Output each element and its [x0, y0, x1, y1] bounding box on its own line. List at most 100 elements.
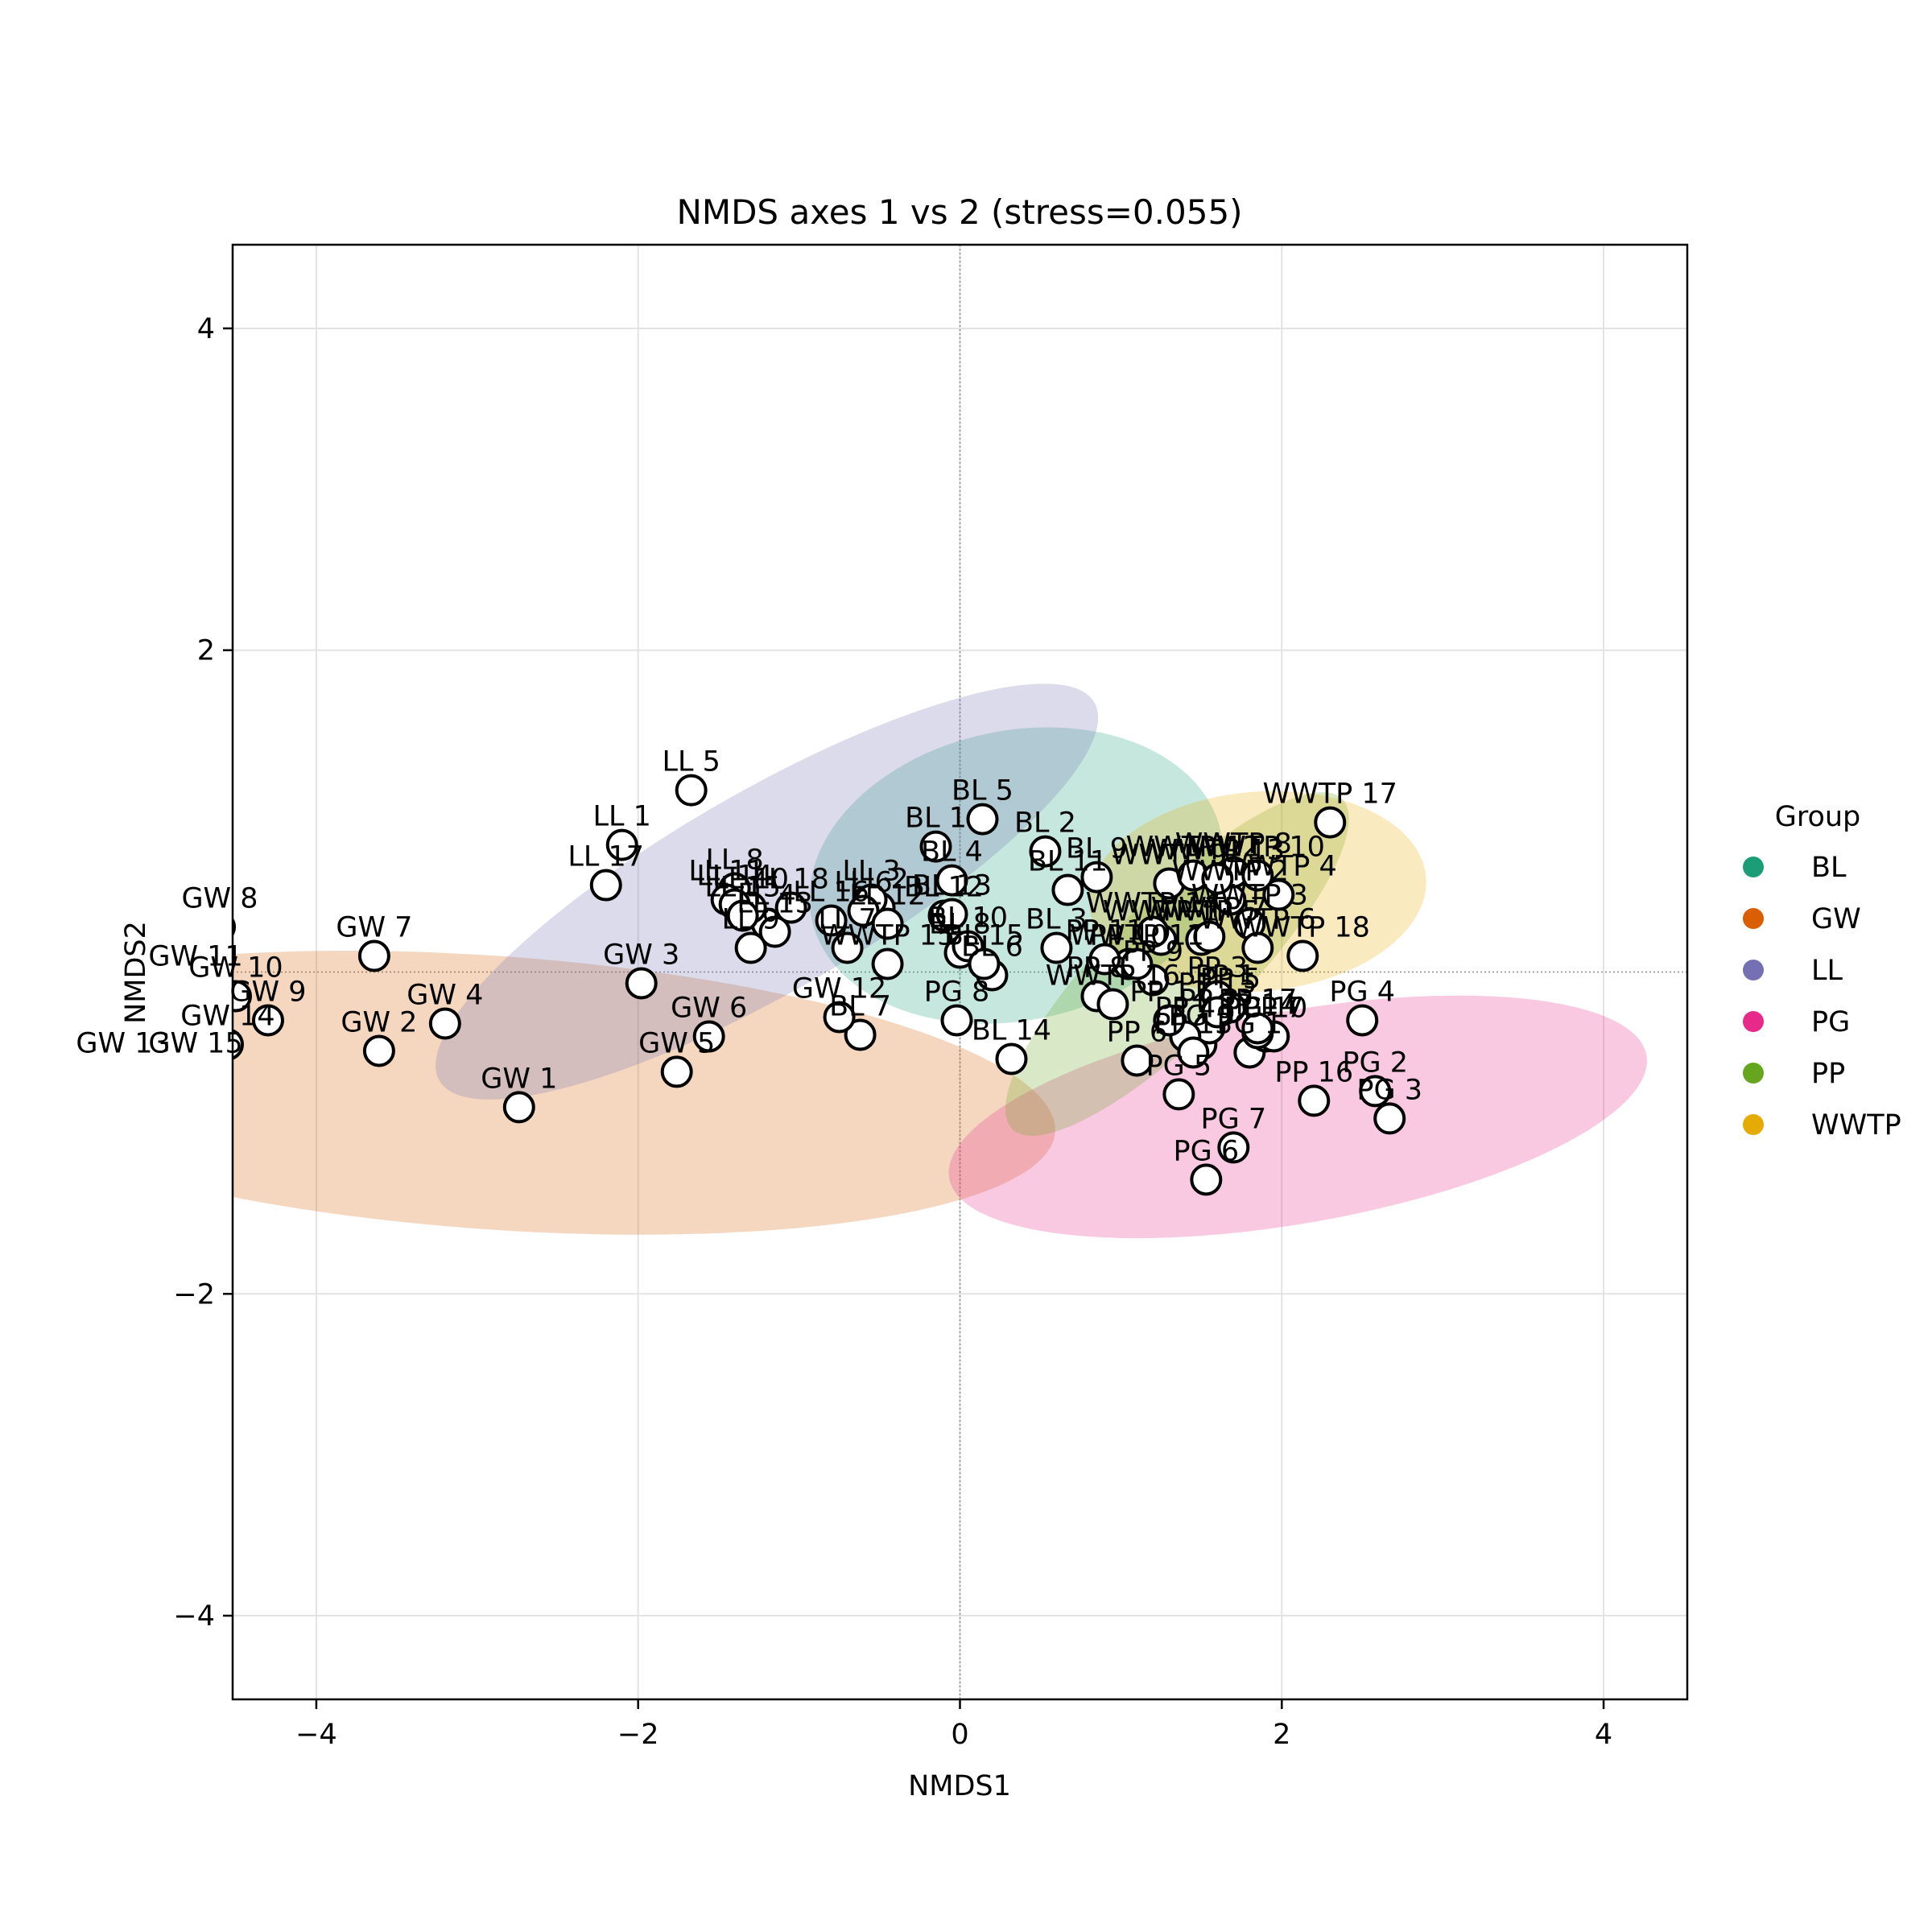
point-label: PP 12: [1129, 976, 1208, 1008]
point-label: BL 15: [944, 920, 1024, 952]
point-label: PG 4: [1329, 976, 1395, 1008]
y-tick-label: −4: [173, 1600, 215, 1633]
point-label: GW 15: [148, 1027, 242, 1059]
point-bl-4: [935, 864, 968, 897]
point-label: WWTP 1: [1103, 896, 1220, 928]
point-label: LL 8: [705, 844, 763, 877]
point-label: PP 16: [1274, 1056, 1353, 1088]
point-pg-8: [940, 1004, 973, 1037]
x-tick-label: 4: [1595, 1719, 1612, 1751]
legend-marker-gw: [1743, 908, 1764, 929]
data-points: [233, 774, 1406, 1196]
point-gw-12: [823, 1001, 856, 1034]
point-label: WWTP 5: [1143, 896, 1260, 928]
point-wwtp-10: [1241, 859, 1274, 892]
point-label: PG 2: [1342, 1046, 1408, 1079]
point-label: PP 9: [1123, 935, 1184, 968]
legend-label-gw: GW: [1811, 903, 1861, 935]
legend-marker-wwtp: [1743, 1114, 1764, 1135]
point-gw-1: [502, 1091, 535, 1124]
point-label: LL 6: [834, 867, 892, 899]
point-label: LL 16: [793, 877, 869, 909]
point-label: PG 7: [1200, 1103, 1266, 1135]
point-label: PP 7: [1243, 992, 1304, 1024]
point-label: LL 9: [721, 904, 779, 936]
point-bl-1: [919, 830, 952, 863]
point-label: WWTP 7: [1151, 893, 1268, 925]
point-label: PG 8: [924, 976, 990, 1008]
point-wwtp-14: [1137, 915, 1170, 948]
point-label: PP 3: [1187, 952, 1249, 984]
point-label: PP 8: [1067, 952, 1128, 984]
point-label: BL 7: [829, 990, 891, 1022]
point-wwtp-17: [1314, 806, 1347, 839]
point-pg-4: [1346, 1004, 1379, 1037]
point-label: LL 14: [696, 861, 773, 893]
point-label: GW 7: [336, 912, 412, 944]
point-ll-15: [726, 899, 759, 932]
point-label: LL 4: [737, 880, 795, 912]
point-label: LL 7: [818, 904, 876, 936]
point-label: PG 6: [1174, 1135, 1240, 1167]
point-label: LL 10: [712, 864, 789, 896]
point-wwtp-16: [1096, 988, 1129, 1021]
point-bl-14: [995, 1042, 1028, 1075]
point-label: BL 11: [1028, 846, 1108, 878]
point-wwtp-11: [1121, 947, 1154, 980]
point-label: GW 1: [481, 1063, 557, 1095]
point-label: PP 1: [1195, 960, 1257, 992]
x-tick-label: 0: [951, 1719, 968, 1751]
point-label: LL 5: [662, 746, 720, 778]
point-pp-12: [1153, 1004, 1186, 1037]
point-pp-16: [1298, 1084, 1331, 1117]
point-label: GW 11: [148, 940, 242, 972]
x-tick-label: −2: [617, 1719, 659, 1751]
point-label: LL 3: [842, 856, 900, 888]
point-label: WWTP 12: [1126, 832, 1261, 864]
legend-label-pp: PP: [1811, 1058, 1845, 1090]
point-label: PP 5: [1200, 963, 1261, 995]
legend: Group BL GW LL PG PP WWTP: [1743, 801, 1901, 1141]
point-ll-18: [774, 891, 807, 924]
y-axis-ticks: −4 −2 2 4: [173, 313, 233, 1633]
point-label: PP 4: [1155, 992, 1216, 1024]
chart-title: NMDS axes 1 vs 2 (stress=0.055): [676, 192, 1242, 232]
point-label: WWTP 2: [1172, 856, 1289, 888]
point-gw-7: [357, 939, 390, 972]
point-label: PG 3: [1356, 1074, 1422, 1106]
point-ll-7: [831, 931, 864, 964]
ellipse-bl: [809, 727, 1224, 1024]
x-tick-label: 2: [1273, 1719, 1290, 1751]
point-bl-3: [1040, 931, 1073, 964]
point-label: WWTP 16: [1046, 960, 1180, 992]
point-label: WWTP 10: [1191, 832, 1325, 864]
point-label: GW 10: [188, 952, 283, 984]
point-label: PP 6: [1107, 1016, 1168, 1048]
point-label: LL 2: [850, 864, 908, 896]
point-label: BL 3: [1026, 904, 1088, 936]
point-ll-1: [605, 828, 638, 861]
point-label: PG 1: [1216, 1008, 1282, 1040]
legend-marker-pp: [1743, 1063, 1764, 1084]
point-pp-11: [1088, 943, 1121, 976]
point-pp-17: [1241, 1012, 1274, 1045]
point-label: PP 10: [1089, 920, 1168, 952]
point-label: LL 11: [688, 856, 765, 888]
point-bl-2: [1029, 835, 1062, 868]
point-bl-15: [968, 947, 1001, 980]
legend-title: Group: [1775, 801, 1861, 833]
legend-label-wwtp: WWTP: [1811, 1109, 1901, 1141]
point-label: WWTP 15: [820, 920, 955, 952]
point-bl-5: [966, 803, 999, 836]
ellipse-gw: [233, 951, 1055, 1235]
point-label: GW 14: [180, 1000, 275, 1032]
point-wwtp-18: [1286, 939, 1319, 972]
point-label: BL 1: [905, 803, 967, 835]
point-label: WWTP 4: [1220, 851, 1337, 883]
point-wwtp-6: [1241, 931, 1274, 964]
point-label: WWTP 18: [1236, 912, 1370, 944]
point-label: PP 15: [1178, 968, 1257, 1000]
y-tick-label: −2: [173, 1278, 215, 1311]
point-label: PP 14: [1218, 989, 1297, 1021]
